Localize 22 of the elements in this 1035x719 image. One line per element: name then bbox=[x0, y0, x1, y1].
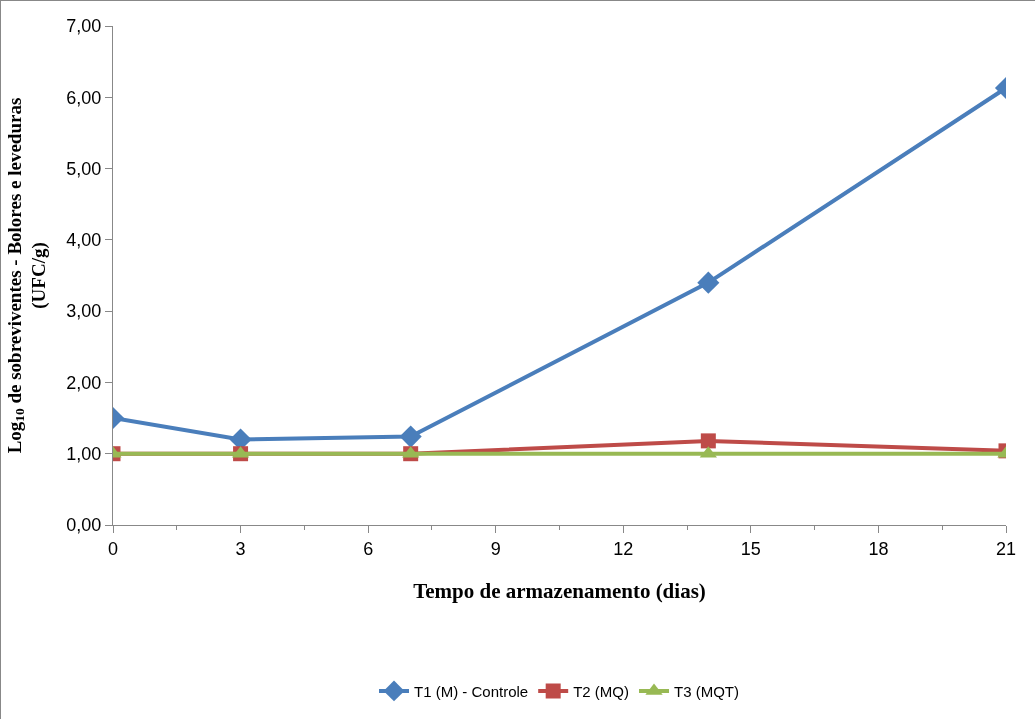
point bbox=[399, 425, 422, 448]
x-tick-label: 9 bbox=[490, 538, 501, 559]
y-tick-label: 6,00 bbox=[66, 87, 102, 108]
y-tick-label: 7,00 bbox=[66, 16, 102, 37]
x-tick-label: 3 bbox=[235, 538, 246, 559]
y-tick-label: 5,00 bbox=[66, 158, 102, 179]
legend-label: T3 (MQT) bbox=[674, 682, 740, 700]
y-tick-label: 0,00 bbox=[66, 515, 102, 536]
x-axis-title: Tempo de armazenamento (dias) bbox=[413, 578, 706, 603]
x-tick-label: 21 bbox=[995, 538, 1017, 559]
x-tick-label: 6 bbox=[363, 538, 374, 559]
y-tick-label: 4,00 bbox=[66, 230, 102, 251]
x-tick-label: 0 bbox=[107, 538, 119, 559]
legend-label: T2 (MQ) bbox=[573, 682, 630, 700]
y-tick-label: 2,00 bbox=[66, 372, 102, 393]
point bbox=[700, 433, 716, 449]
legend-label: T1 (M) - Controle bbox=[414, 682, 529, 700]
x-tick-label: 18 bbox=[868, 538, 889, 559]
y-tick-label: 1,00 bbox=[66, 444, 102, 465]
x-tick-label: 12 bbox=[613, 538, 634, 559]
y-tick-label: 3,00 bbox=[66, 301, 102, 322]
x-tick-label: 15 bbox=[740, 538, 761, 559]
